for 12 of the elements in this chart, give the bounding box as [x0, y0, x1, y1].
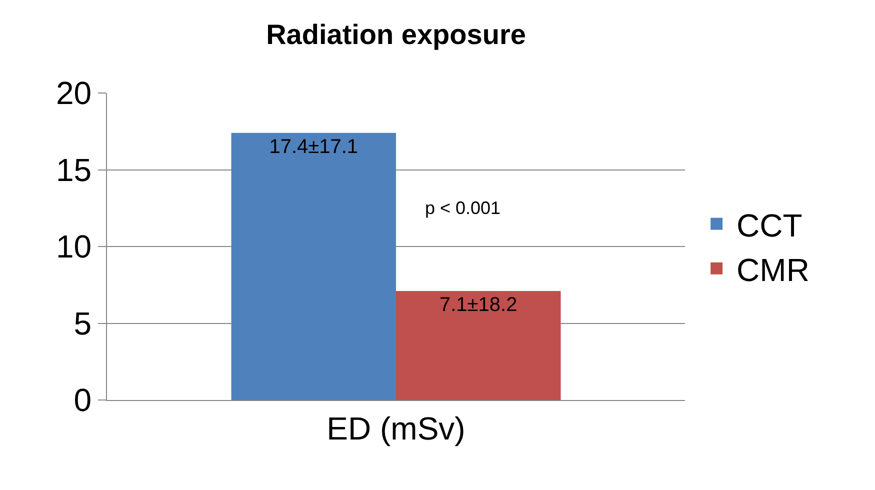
x-tick-label: ED (mSv) — [326, 410, 466, 446]
data-label: 7.1±18.2 — [440, 294, 518, 316]
y-tick-label: 20 — [56, 75, 92, 112]
y-tick-label: 10 — [56, 228, 92, 265]
annotation: p < 0.001 — [425, 198, 501, 218]
legend-label: CMR — [736, 252, 810, 288]
chart-title: Radiation exposure — [266, 19, 526, 50]
y-tick-label: 15 — [56, 152, 92, 188]
data-label: 17.4±17.1 — [269, 136, 358, 158]
legend-label: CCT — [736, 207, 802, 244]
y-tick-label: 0 — [74, 382, 92, 418]
y-tick-label: 5 — [74, 305, 92, 342]
